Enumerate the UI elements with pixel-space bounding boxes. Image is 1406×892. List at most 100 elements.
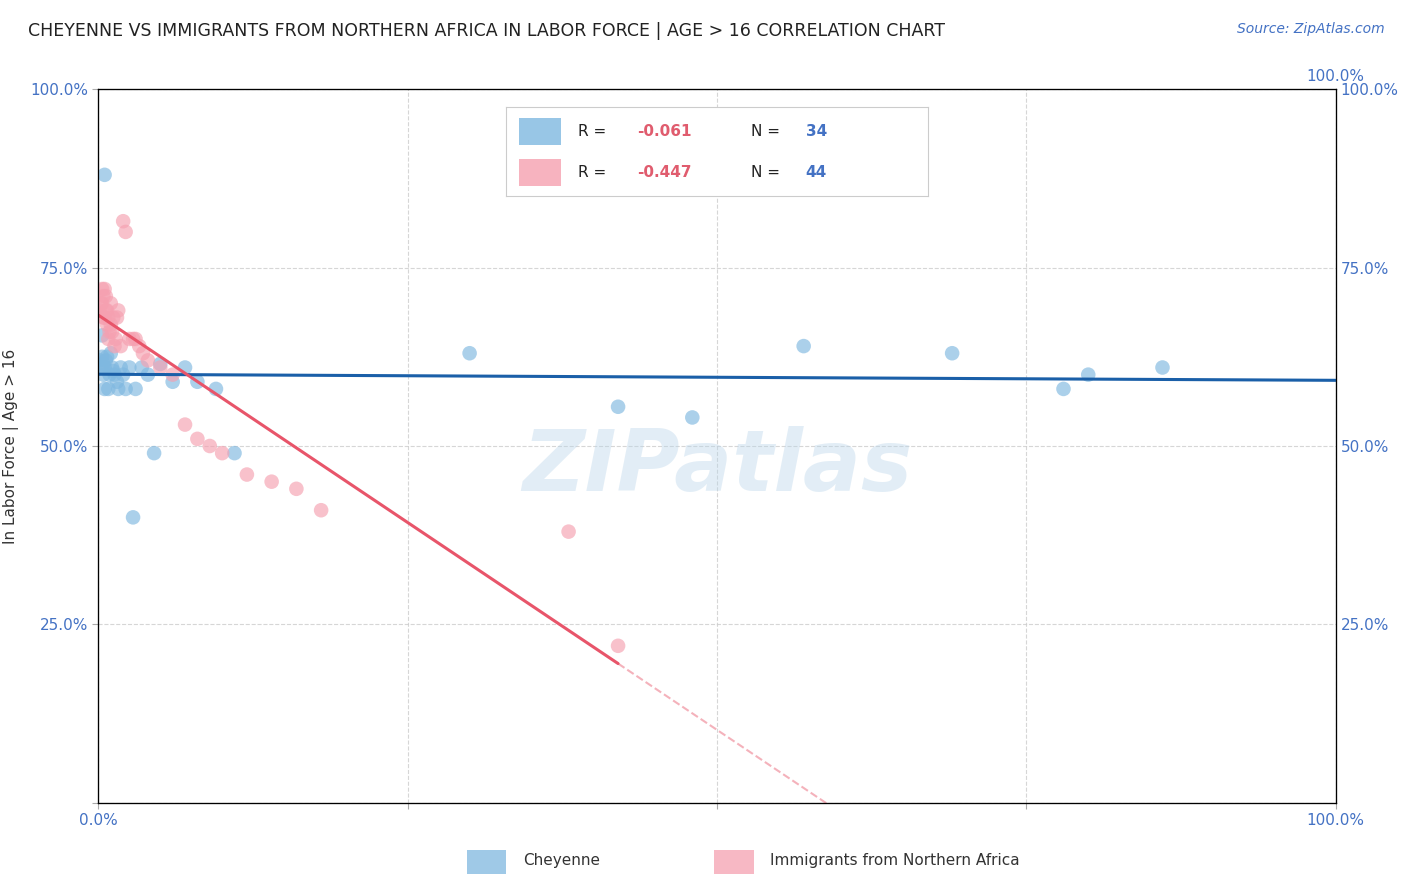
Point	[101, 325, 124, 339]
Point	[149, 357, 172, 371]
Point	[260, 475, 283, 489]
Point	[162, 375, 184, 389]
Point	[105, 375, 128, 389]
Point	[103, 339, 125, 353]
Point	[91, 296, 114, 310]
Point	[941, 346, 963, 360]
Point	[205, 382, 228, 396]
FancyBboxPatch shape	[519, 118, 561, 145]
Point	[112, 368, 135, 382]
Point	[100, 318, 122, 332]
Text: ZIPatlas: ZIPatlas	[522, 425, 912, 509]
Point	[101, 360, 124, 375]
Point	[100, 346, 122, 360]
Text: N =: N =	[751, 124, 785, 138]
Text: -0.061: -0.061	[637, 124, 692, 138]
Point	[93, 310, 115, 325]
Text: Source: ZipAtlas.com: Source: ZipAtlas.com	[1237, 22, 1385, 37]
Y-axis label: In Labor Force | Age > 16: In Labor Force | Age > 16	[3, 349, 18, 543]
Point	[90, 360, 112, 375]
Point	[186, 432, 208, 446]
Point	[97, 332, 120, 346]
Point	[96, 350, 118, 364]
Text: CHEYENNE VS IMMIGRANTS FROM NORTHERN AFRICA IN LABOR FORCE | AGE > 16 CORRELATIO: CHEYENNE VS IMMIGRANTS FROM NORTHERN AFR…	[28, 22, 945, 40]
Point	[98, 325, 121, 339]
Point	[114, 225, 136, 239]
Text: Cheyenne: Cheyenne	[523, 854, 600, 868]
Point	[186, 375, 208, 389]
Point	[93, 282, 115, 296]
Point	[681, 410, 703, 425]
Point	[122, 332, 145, 346]
Point	[149, 360, 172, 375]
Point	[1052, 382, 1074, 396]
Point	[162, 368, 184, 382]
Point	[97, 382, 120, 396]
Point	[174, 360, 197, 375]
Point	[103, 310, 125, 325]
Point	[224, 446, 246, 460]
Point	[107, 303, 129, 318]
Point	[122, 510, 145, 524]
Point	[91, 350, 114, 364]
Point	[89, 303, 111, 318]
Point	[94, 289, 117, 303]
Point	[124, 382, 146, 396]
Text: R =: R =	[578, 124, 612, 138]
Point	[94, 303, 117, 318]
Point	[89, 353, 111, 368]
Point	[93, 357, 115, 371]
Point	[198, 439, 221, 453]
Text: N =: N =	[751, 165, 785, 179]
FancyBboxPatch shape	[519, 159, 561, 186]
Text: Immigrants from Northern Africa: Immigrants from Northern Africa	[770, 854, 1021, 868]
Point	[93, 360, 115, 375]
Point	[793, 339, 815, 353]
Point	[124, 332, 146, 346]
Point	[103, 364, 125, 378]
Point	[94, 353, 117, 368]
Point	[93, 310, 115, 325]
Text: 34: 34	[806, 124, 827, 138]
Point	[128, 339, 150, 353]
Text: 44: 44	[806, 165, 827, 179]
FancyBboxPatch shape	[467, 849, 506, 874]
Text: -0.447: -0.447	[637, 165, 692, 179]
Point	[114, 382, 136, 396]
Point	[458, 346, 481, 360]
Point	[236, 467, 259, 482]
Point	[110, 339, 132, 353]
Point	[607, 400, 630, 414]
Text: R =: R =	[578, 165, 612, 179]
Point	[211, 446, 233, 460]
Point	[118, 332, 141, 346]
Point	[91, 282, 114, 296]
Point	[285, 482, 308, 496]
Point	[309, 503, 332, 517]
Point	[118, 360, 141, 375]
Point	[90, 296, 112, 310]
Point	[93, 289, 115, 303]
Point	[1152, 360, 1174, 375]
Point	[96, 318, 118, 332]
Point	[97, 310, 120, 325]
Point	[143, 446, 166, 460]
Point	[110, 360, 132, 375]
Point	[136, 353, 159, 368]
Point	[100, 296, 122, 310]
Point	[105, 310, 128, 325]
Point	[607, 639, 630, 653]
Point	[104, 332, 127, 346]
Point	[112, 214, 135, 228]
FancyBboxPatch shape	[714, 849, 754, 874]
Point	[1077, 368, 1099, 382]
Point	[132, 346, 155, 360]
Point	[93, 382, 115, 396]
Point	[96, 303, 118, 318]
Point	[93, 368, 115, 382]
Point	[91, 328, 114, 343]
Point	[93, 168, 115, 182]
Point	[557, 524, 579, 539]
Point	[174, 417, 197, 432]
Point	[131, 360, 153, 375]
